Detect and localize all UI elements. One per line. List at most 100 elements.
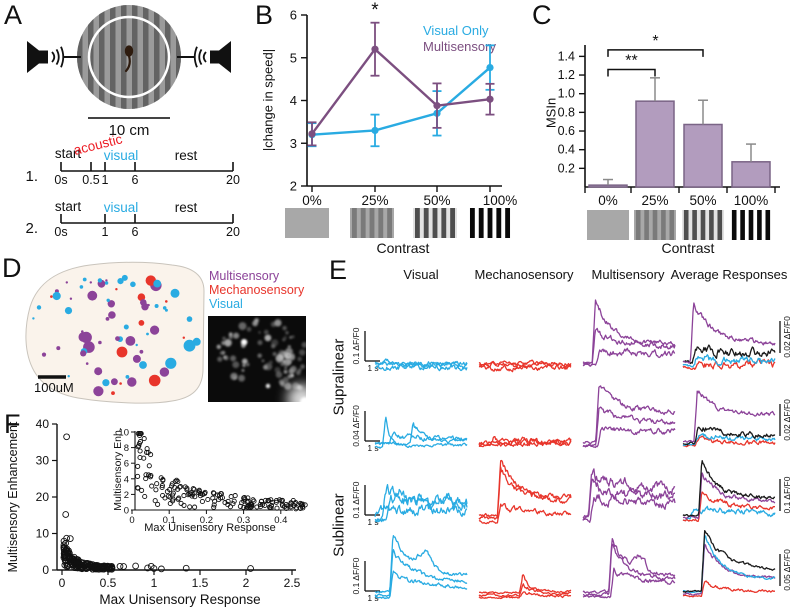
- panel-f: F Multisensory Enhancement Multisensory …: [0, 405, 330, 608]
- scatter-point: [155, 501, 161, 507]
- x-tick-label: 100%: [734, 193, 769, 208]
- calcium-trace: [478, 503, 572, 525]
- timeline-index: 1.: [25, 168, 38, 185]
- data-point: [308, 130, 316, 138]
- cell-dot: [67, 375, 70, 378]
- trace-cell-r2-mechanosensory: [478, 435, 572, 448]
- scatter-point: [144, 564, 151, 572]
- panel-f-x-axis-label: Max Unisensory Response: [99, 592, 261, 607]
- time-scale-label: 1 s: [367, 593, 378, 603]
- calcium-trace: [582, 538, 676, 594]
- x-tick-label: 25%: [361, 193, 388, 208]
- series-line: [311, 47, 491, 135]
- significance-marker: *: [371, 0, 379, 21]
- significance-bracket: [607, 68, 656, 77]
- scatter-point: [146, 463, 152, 469]
- scatter-point: [159, 483, 165, 489]
- scatter-point: [247, 565, 254, 572]
- scatter-point: [63, 534, 70, 542]
- grating-stripe: [423, 208, 429, 238]
- sound-wave-arc: [193, 46, 198, 68]
- calcium-trace: [478, 583, 572, 598]
- trace-cell-r4-mechanosensory: [478, 574, 572, 600]
- cell-blob: [263, 329, 269, 335]
- scatter-point: [137, 448, 143, 454]
- scatter-point: [137, 454, 143, 461]
- scatter-point: [184, 485, 190, 491]
- trace-cell-r1-mechanosensory: [478, 359, 572, 373]
- cell-blob: [217, 356, 223, 362]
- timeline-tick-label: 6: [132, 173, 139, 187]
- cell-blob: [230, 355, 237, 362]
- trace-cell-r2-average: [682, 390, 776, 448]
- cell-blob: [258, 331, 261, 334]
- timeline-tick-label: 0s: [54, 225, 67, 239]
- grating-stripe: [432, 208, 438, 238]
- scatter-point: [141, 436, 147, 442]
- calcium-trace: [478, 459, 572, 518]
- cell-blob: [298, 368, 302, 372]
- cell-dot: [87, 290, 98, 301]
- scatter-point: [105, 563, 113, 571]
- calcium-trace: [682, 357, 776, 370]
- grating-stripe: [469, 208, 475, 238]
- cell-blob: [290, 365, 297, 373]
- calcium-trace: [682, 580, 775, 598]
- grating-stripe: [700, 210, 706, 240]
- cell-dot: [41, 352, 47, 357]
- trace-cell-r2-visual: [374, 416, 468, 449]
- scatter-point: [181, 493, 187, 499]
- panel-e: E Visual Mechanosensory Multisensory Ave…: [325, 255, 798, 608]
- cell-dot: [164, 308, 168, 312]
- panel-a: A 1. 0s 0.5 1 6 20 start acoustic visual rest 2. 0s…: [0, 0, 250, 255]
- cell-dot: [125, 375, 130, 379]
- y-tick-label: 5: [290, 50, 297, 65]
- grating-stripe: [450, 208, 456, 238]
- data-point: [486, 95, 494, 103]
- inset-y-tick-label: 10: [118, 428, 129, 439]
- calcium-trace: [682, 302, 776, 364]
- y-tick-label: 0.8: [558, 105, 575, 119]
- scatter-point: [196, 487, 202, 493]
- grating-25%: [350, 208, 394, 238]
- cell-blob: [289, 336, 293, 339]
- scatter-point: [302, 502, 308, 508]
- scatter-point: [135, 463, 141, 469]
- cell-dot: [186, 316, 193, 322]
- legend-d-mechanosensory: Mechanosensory: [209, 283, 305, 297]
- speaker-cone: [27, 41, 39, 73]
- cell-blob: [290, 373, 294, 378]
- df-scale-label: 0.1 ΔF/F0: [351, 327, 361, 364]
- scatter-point: [225, 502, 231, 508]
- trace-cell-r4-average: [682, 529, 776, 598]
- scatter-point: [82, 564, 90, 572]
- grating-stripe: [765, 210, 771, 240]
- avg-scale-label: 0.1 ΔF/F0: [782, 476, 792, 513]
- x-tick-label: 0.5: [100, 576, 117, 590]
- cell-dot: [139, 361, 147, 369]
- panel-c-x-axis-label: Contrast: [661, 240, 715, 256]
- calcium-trace: [582, 543, 676, 597]
- cell-dot: [125, 336, 136, 346]
- grating-0%: [285, 208, 329, 238]
- inset-x-tick-label: 0.2: [200, 515, 213, 526]
- cell-blob: [283, 369, 288, 374]
- cell-dot: [64, 307, 73, 315]
- x-tick-label: 0%: [598, 193, 618, 208]
- scatter-point: [283, 501, 289, 508]
- trace-cell-r2-multisensory: [582, 385, 676, 449]
- df-scale-label: 0.1 ΔF/F0: [351, 557, 361, 594]
- tadpole-body: [124, 45, 134, 57]
- scatter-point: [177, 484, 184, 490]
- scatter-point: [135, 444, 141, 450]
- cell-dot: [135, 343, 138, 347]
- bar: [683, 123, 723, 188]
- scatter-point: [175, 478, 181, 485]
- cell-dot: [89, 281, 93, 284]
- scatter-point: [145, 449, 151, 456]
- scatter-point: [172, 478, 178, 484]
- cell-blob: [228, 332, 233, 337]
- scatter-point: [97, 564, 105, 572]
